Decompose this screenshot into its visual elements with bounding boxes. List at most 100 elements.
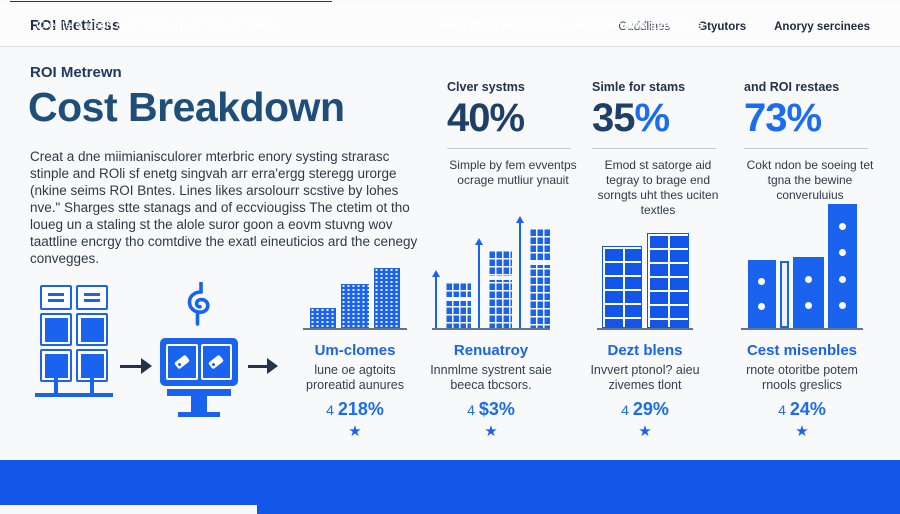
feature-description: Innmlme systrent saie beeca tbcsors. [430,363,552,392]
brand-title: ROI Metticss [30,18,121,34]
feature-title: Cest misenbles [746,342,858,359]
nav-item-calculators[interactable]: Gtyutors [698,21,747,33]
stat-description: Cokt ndon be soeing tet tgna the bewine … [746,158,874,202]
rack-unit [76,313,108,346]
rack-unit [40,313,72,346]
chart-baseline [597,328,693,330]
star-icon: ★ [348,423,362,440]
feature-card-costs: Cest misenbles rnote otoritbe potem rnoo… [728,204,876,440]
feature-value: 4 $3% [420,399,562,420]
stat-number: 40 [447,96,490,140]
feature-value: 4 29% [578,399,712,420]
feature-description: Invvert ptonol? aieu zivemes tlont [590,363,700,392]
building-bar [444,282,471,328]
chart-baseline [432,328,550,330]
stat-card-1: Clver systms 40% Simple by fem evventps … [447,80,579,188]
grid-towers-chart-icon [578,222,712,328]
rack-unit [40,349,72,382]
divider [744,148,869,149]
cabinet-base [178,412,220,417]
growth-buildings-chart-icon [420,216,562,328]
chart-baseline [303,328,407,330]
nav-item-services[interactable]: Anoryy sercinees [774,21,870,33]
cabinet-panel [200,344,232,380]
stat-label: Simle for stams [592,80,686,94]
star-icon: ★ [638,423,652,440]
value-prefix: 4 [467,402,475,418]
feature-title: Dezt blens [607,342,683,359]
rack-base [35,393,77,397]
rack-vent-unit [76,285,108,310]
value-number: 218% [337,399,384,419]
footer-link-2[interactable]: Awid thasl wnit systerels [438,18,581,32]
building-bar [528,228,551,328]
stat-value: 73% [744,97,876,139]
building-bar [310,308,336,328]
stat-card-2: Simle for stams 35% Emod st satorge aid … [592,80,724,218]
stat-number: 73 [744,96,787,140]
star-icon: ★ [795,423,809,440]
building-bar [487,250,512,328]
arrow-right-icon [248,358,278,374]
server-rack-icon [76,285,108,382]
nav-item-guidelines[interactable]: Guddlines [618,21,671,33]
building-bar [374,268,400,328]
value-prefix: 4 [621,402,629,418]
converter-cabinet-icon [160,338,238,386]
header-bar [0,2,900,47]
stat-label: Clver systms [447,80,525,94]
cabinet-stand [167,389,231,396]
feature-description: lune oe agtoits proreatid aunures [306,363,404,392]
page-title: Cost Breakdown [28,84,345,130]
up-arrow-icon [515,216,525,328]
feature-title: Renuatroy [453,342,529,359]
feature-description: rnote otoritbe potem rnools greslics [746,363,858,392]
section-kicker: ROI Metrewn [30,64,122,81]
rack-leg [90,377,94,393]
tower-bar [827,204,857,328]
tag-icon [173,354,190,370]
header-nav: Guddlines Gtyutors Anoryy sercinees [618,21,870,33]
intro-paragraph: Creat a dne miimianisculorer mterbric en… [30,149,418,266]
feature-title: Um-clomes [314,342,396,359]
value-number: 29% [632,399,669,419]
value-number: 24% [789,399,826,419]
cabinet-stem [191,396,207,413]
feature-card-regulatory: Renuatroy Innmlme systrent saie beeca tb… [420,216,562,440]
rack-base [71,393,113,397]
cabinet-panel [166,344,198,380]
stat-percent-sign: % [489,96,526,140]
feature-value: 4 218% [288,399,422,420]
rack-vent-unit [40,285,72,310]
server-rack-icon [40,285,72,382]
stat-percent-sign: % [634,96,671,140]
value-prefix: 4 [326,402,334,418]
stat-value: 40% [447,97,579,139]
chart-baseline [741,328,863,330]
stat-card-3: and ROI restaes 73% Cokt ndon be soeing … [744,80,876,203]
divider [592,148,717,149]
rack-leg [54,377,58,393]
arrow-right-icon [120,358,152,374]
up-arrow-icon [431,270,441,328]
stat-number: 35 [592,96,635,140]
tower-bar [601,246,642,328]
value-number: $3% [478,399,515,419]
feature-value: 4 24% [728,399,876,420]
footer-link-1[interactable]: Create & usoh of wnustout nudent.l us rs… [36,18,277,32]
tower-bar [747,260,776,328]
up-arrow-icon [474,238,484,328]
tower-bar [646,233,689,328]
tag-icon [208,354,225,370]
dotted-towers-chart-icon [728,204,876,328]
footer-link-3[interactable]: Ardoler awe avettions [578,18,703,32]
stat-description: Simple by fem evventps ocrage mutliur yn… [449,158,577,187]
feature-card-outcomes: Um-clomes lune oe agtoits proreatid aunu… [288,222,422,439]
star-icon: ★ [484,423,498,440]
divider [447,148,572,149]
tower-sliver [779,261,789,328]
footer-notch [0,505,257,514]
spiral-energy-icon [187,282,210,326]
tower-bar [792,257,824,328]
